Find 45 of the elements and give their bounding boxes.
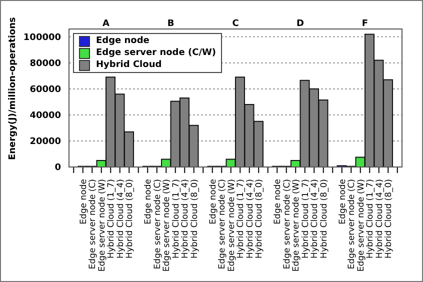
x-tick-label: Hybrid Cloud (1_7) — [106, 179, 117, 258]
x-tick-label: Hybrid Cloud (4_4) — [180, 179, 191, 258]
x-tick-label: Edge server node (C) — [282, 179, 292, 270]
y-tick-label: 20000 — [30, 137, 61, 148]
x-tick-label: Edge node — [338, 179, 348, 224]
x-tick-label: Edge server node (C) — [152, 179, 163, 270]
legend-label: Edge node — [96, 35, 150, 47]
annotation: A — [102, 19, 110, 29]
x-tick-label: Hybrid Cloud (8_0) — [319, 179, 330, 258]
legend-label: Edge server node (C/W) — [96, 47, 216, 59]
x-tick-label: Hybrid Cloud (4_4) — [374, 179, 385, 258]
x-tick-label: Hybrid Cloud (4_4) — [245, 179, 256, 258]
x-tick-label: Edge node — [78, 179, 89, 224]
x-tick-label: Hybrid Cloud (1_7) — [236, 179, 246, 258]
x-tick-label: Edge server node (W) — [292, 179, 302, 272]
y-tick-label: 60000 — [30, 85, 61, 96]
x-tick-label: Hybrid Cloud (1_7) — [366, 179, 376, 258]
x-tick-label: Hybrid Cloud (4_4) — [116, 179, 126, 258]
x-tick-label: Hybrid Cloud (4_4) — [310, 179, 320, 258]
annotation: B — [167, 19, 174, 29]
x-tick-label: Edge node — [144, 179, 154, 224]
y-axis-title: Energy(J)/million-operations — [8, 17, 18, 160]
x-tick-label: Edge server node (C) — [218, 179, 228, 270]
x-tick-label: Hybrid Cloud (8_0) — [384, 179, 394, 258]
x-tick-label: Hybrid Cloud (8_0) — [125, 179, 136, 258]
annotation: D — [296, 19, 304, 29]
x-tick-label: Edge server node (C) — [347, 179, 358, 270]
y-tick-label: 80000 — [30, 59, 61, 70]
x-tick-label: Hybrid Cloud (1_7) — [300, 179, 311, 258]
x-tick-label: Edge server node (W) — [162, 179, 172, 272]
x-tick-label: Edge node — [208, 179, 218, 224]
x-tick-label: Edge server node (C) — [88, 179, 98, 270]
legend-label: Hybrid Cloud — [96, 59, 162, 71]
x-tick-label: Edge server node (W) — [226, 179, 237, 272]
x-tick-label: Hybrid Cloud (1_7) — [171, 179, 182, 258]
x-tick-label: Edge node — [273, 179, 284, 224]
x-tick-label: Edge server node (W) — [97, 179, 108, 272]
annotation: C — [232, 19, 240, 29]
x-tick-label: Hybrid Cloud (8_0) — [254, 179, 265, 258]
y-tick-label: 40000 — [30, 111, 61, 122]
y-tick-label: 0 — [54, 163, 61, 174]
x-tick-label: Edge server node (W) — [356, 179, 366, 272]
y-tick-label: 100000 — [23, 33, 61, 44]
annotation: F — [362, 19, 368, 29]
x-tick-label: Hybrid Cloud (8_0) — [190, 179, 200, 258]
